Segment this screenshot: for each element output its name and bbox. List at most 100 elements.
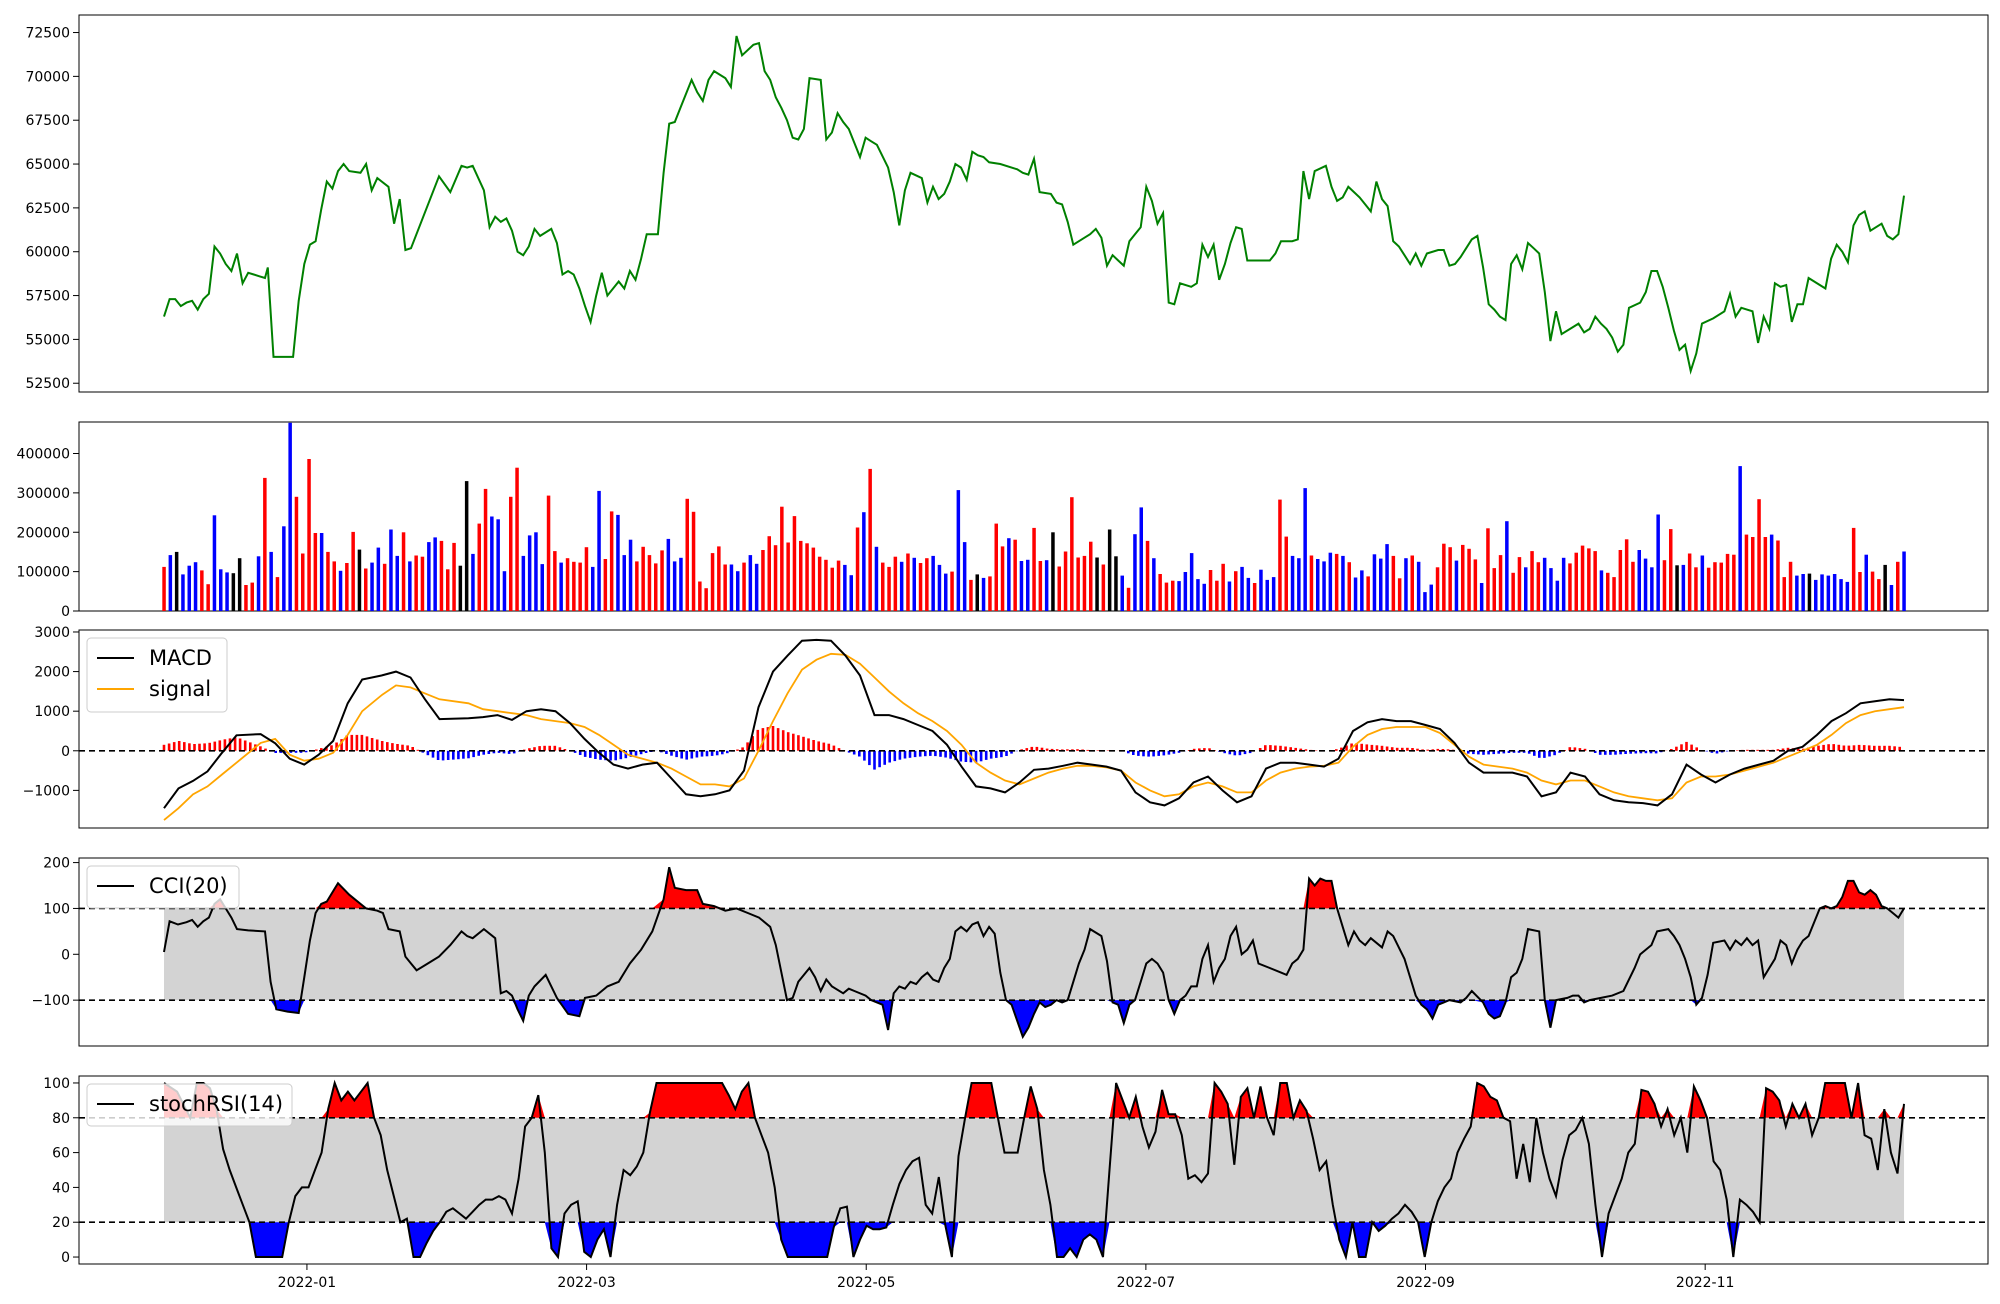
- macd-hist-bar: [371, 738, 374, 751]
- macd-hist-bar: [736, 750, 739, 751]
- volume-bar: [522, 556, 526, 611]
- y-tick-label: 60000: [25, 245, 70, 261]
- volume-bar: [1625, 539, 1629, 611]
- volume-bar: [1530, 551, 1534, 611]
- volume-bar: [396, 556, 400, 611]
- volume-bar: [1215, 581, 1219, 611]
- volume-bar: [1770, 535, 1774, 611]
- cci-overbought-fill: [164, 867, 1904, 908]
- y-tick-label: 20: [52, 1215, 70, 1231]
- macd-hist-bar: [214, 742, 217, 751]
- macd-hist-bar: [691, 751, 694, 759]
- macd-hist-bar: [812, 740, 815, 751]
- volume-bar: [1303, 488, 1307, 611]
- legend-label: MACD: [149, 646, 212, 670]
- volume-bar: [635, 561, 639, 611]
- macd-hist-bar: [899, 751, 902, 760]
- macd-hist-bar: [1447, 749, 1450, 750]
- volume-bar: [1556, 581, 1560, 611]
- macd-hist-bar: [1883, 746, 1886, 751]
- volume-bar: [1360, 570, 1364, 611]
- volume-bar: [931, 556, 935, 611]
- macd-hist-bar: [239, 739, 242, 751]
- volume-bar: [1644, 559, 1648, 611]
- macd-hist-bar: [1005, 751, 1008, 756]
- volume-bar: [1707, 568, 1711, 611]
- macd-hist-bar: [828, 744, 831, 751]
- volume-bar: [995, 524, 999, 611]
- panel-frame-1: [79, 15, 1988, 392]
- volume-bar: [351, 532, 355, 611]
- macd-hist-bar: [1756, 750, 1759, 751]
- macd-hist-bar: [447, 751, 450, 760]
- macd-hist-bar: [462, 751, 465, 759]
- volume-bar: [1789, 562, 1793, 611]
- macd-hist-bar: [980, 751, 983, 762]
- macd-hist-bar: [1066, 749, 1069, 750]
- macd-hist-bar: [168, 744, 171, 751]
- volume-bar: [1373, 554, 1377, 611]
- macd-hist-bar: [1817, 746, 1820, 751]
- volume-bar: [200, 570, 204, 611]
- volume-bar: [1575, 553, 1579, 611]
- volume-bar: [1285, 537, 1289, 611]
- volume-bar: [1140, 507, 1144, 611]
- x-tick-label: 2022-09: [1396, 1275, 1455, 1291]
- y-tick-label: 0: [61, 604, 70, 620]
- volume-bar: [414, 556, 418, 612]
- volume-bar: [465, 481, 469, 611]
- volume-bar: [496, 519, 500, 611]
- volume-bar: [452, 543, 456, 611]
- macd-hist-bar: [1848, 746, 1851, 751]
- volume-bar: [1165, 583, 1169, 611]
- volume-bar: [881, 563, 885, 611]
- y-tick-label: 67500: [25, 113, 70, 129]
- macd-hist-bar: [442, 751, 445, 761]
- volume-bar: [427, 542, 431, 611]
- stochrsi-oversold-fill: [164, 1222, 1904, 1257]
- volume-bar: [1858, 572, 1862, 611]
- macd-hist-bar: [198, 744, 201, 751]
- y-tick-label: 100000: [17, 565, 70, 581]
- volume-bar: [1278, 500, 1282, 611]
- volume-bar: [736, 571, 740, 611]
- volume-bar: [1184, 572, 1188, 611]
- volume-bar: [1083, 556, 1087, 611]
- volume-bar: [433, 537, 437, 611]
- volume-bar: [307, 459, 311, 611]
- volume-bar: [1896, 562, 1900, 611]
- macd-hist-bar: [1888, 746, 1891, 751]
- volume-bar: [1234, 571, 1238, 611]
- macd-hist-bar: [888, 751, 891, 763]
- volume-bar: [1121, 576, 1125, 611]
- volume-bar: [1322, 561, 1326, 611]
- volume-bar: [1890, 585, 1894, 611]
- volume-bar: [1228, 582, 1232, 612]
- volume-bar: [1316, 559, 1320, 611]
- volume-bar: [1442, 544, 1446, 611]
- volume-bar: [780, 507, 784, 611]
- volume-bar: [1335, 554, 1339, 611]
- volume-bar: [1240, 567, 1244, 611]
- macd-hist-bar: [396, 744, 399, 751]
- y-tick-label: 0: [61, 947, 70, 963]
- volume-bar: [1310, 556, 1314, 612]
- volume-bar: [616, 515, 620, 611]
- volume-bar: [1783, 577, 1787, 611]
- volume-bar: [383, 564, 387, 611]
- volume-bar: [1467, 549, 1471, 611]
- legend-label: CCI(20): [149, 874, 228, 898]
- volume-bar: [320, 533, 324, 611]
- volume-bar: [1354, 578, 1358, 612]
- y-tick-label: 80: [52, 1111, 70, 1127]
- volume-bar: [667, 539, 671, 611]
- macd-hist-bar: [1335, 749, 1338, 751]
- volume-bar: [1764, 537, 1768, 611]
- macd-hist-bar: [706, 751, 709, 757]
- volume-bar: [528, 535, 532, 611]
- volume-bar: [1587, 548, 1591, 611]
- macd-hist-bar: [457, 751, 460, 759]
- volume-bars: [162, 423, 1906, 611]
- macd-hist-bar: [716, 751, 719, 756]
